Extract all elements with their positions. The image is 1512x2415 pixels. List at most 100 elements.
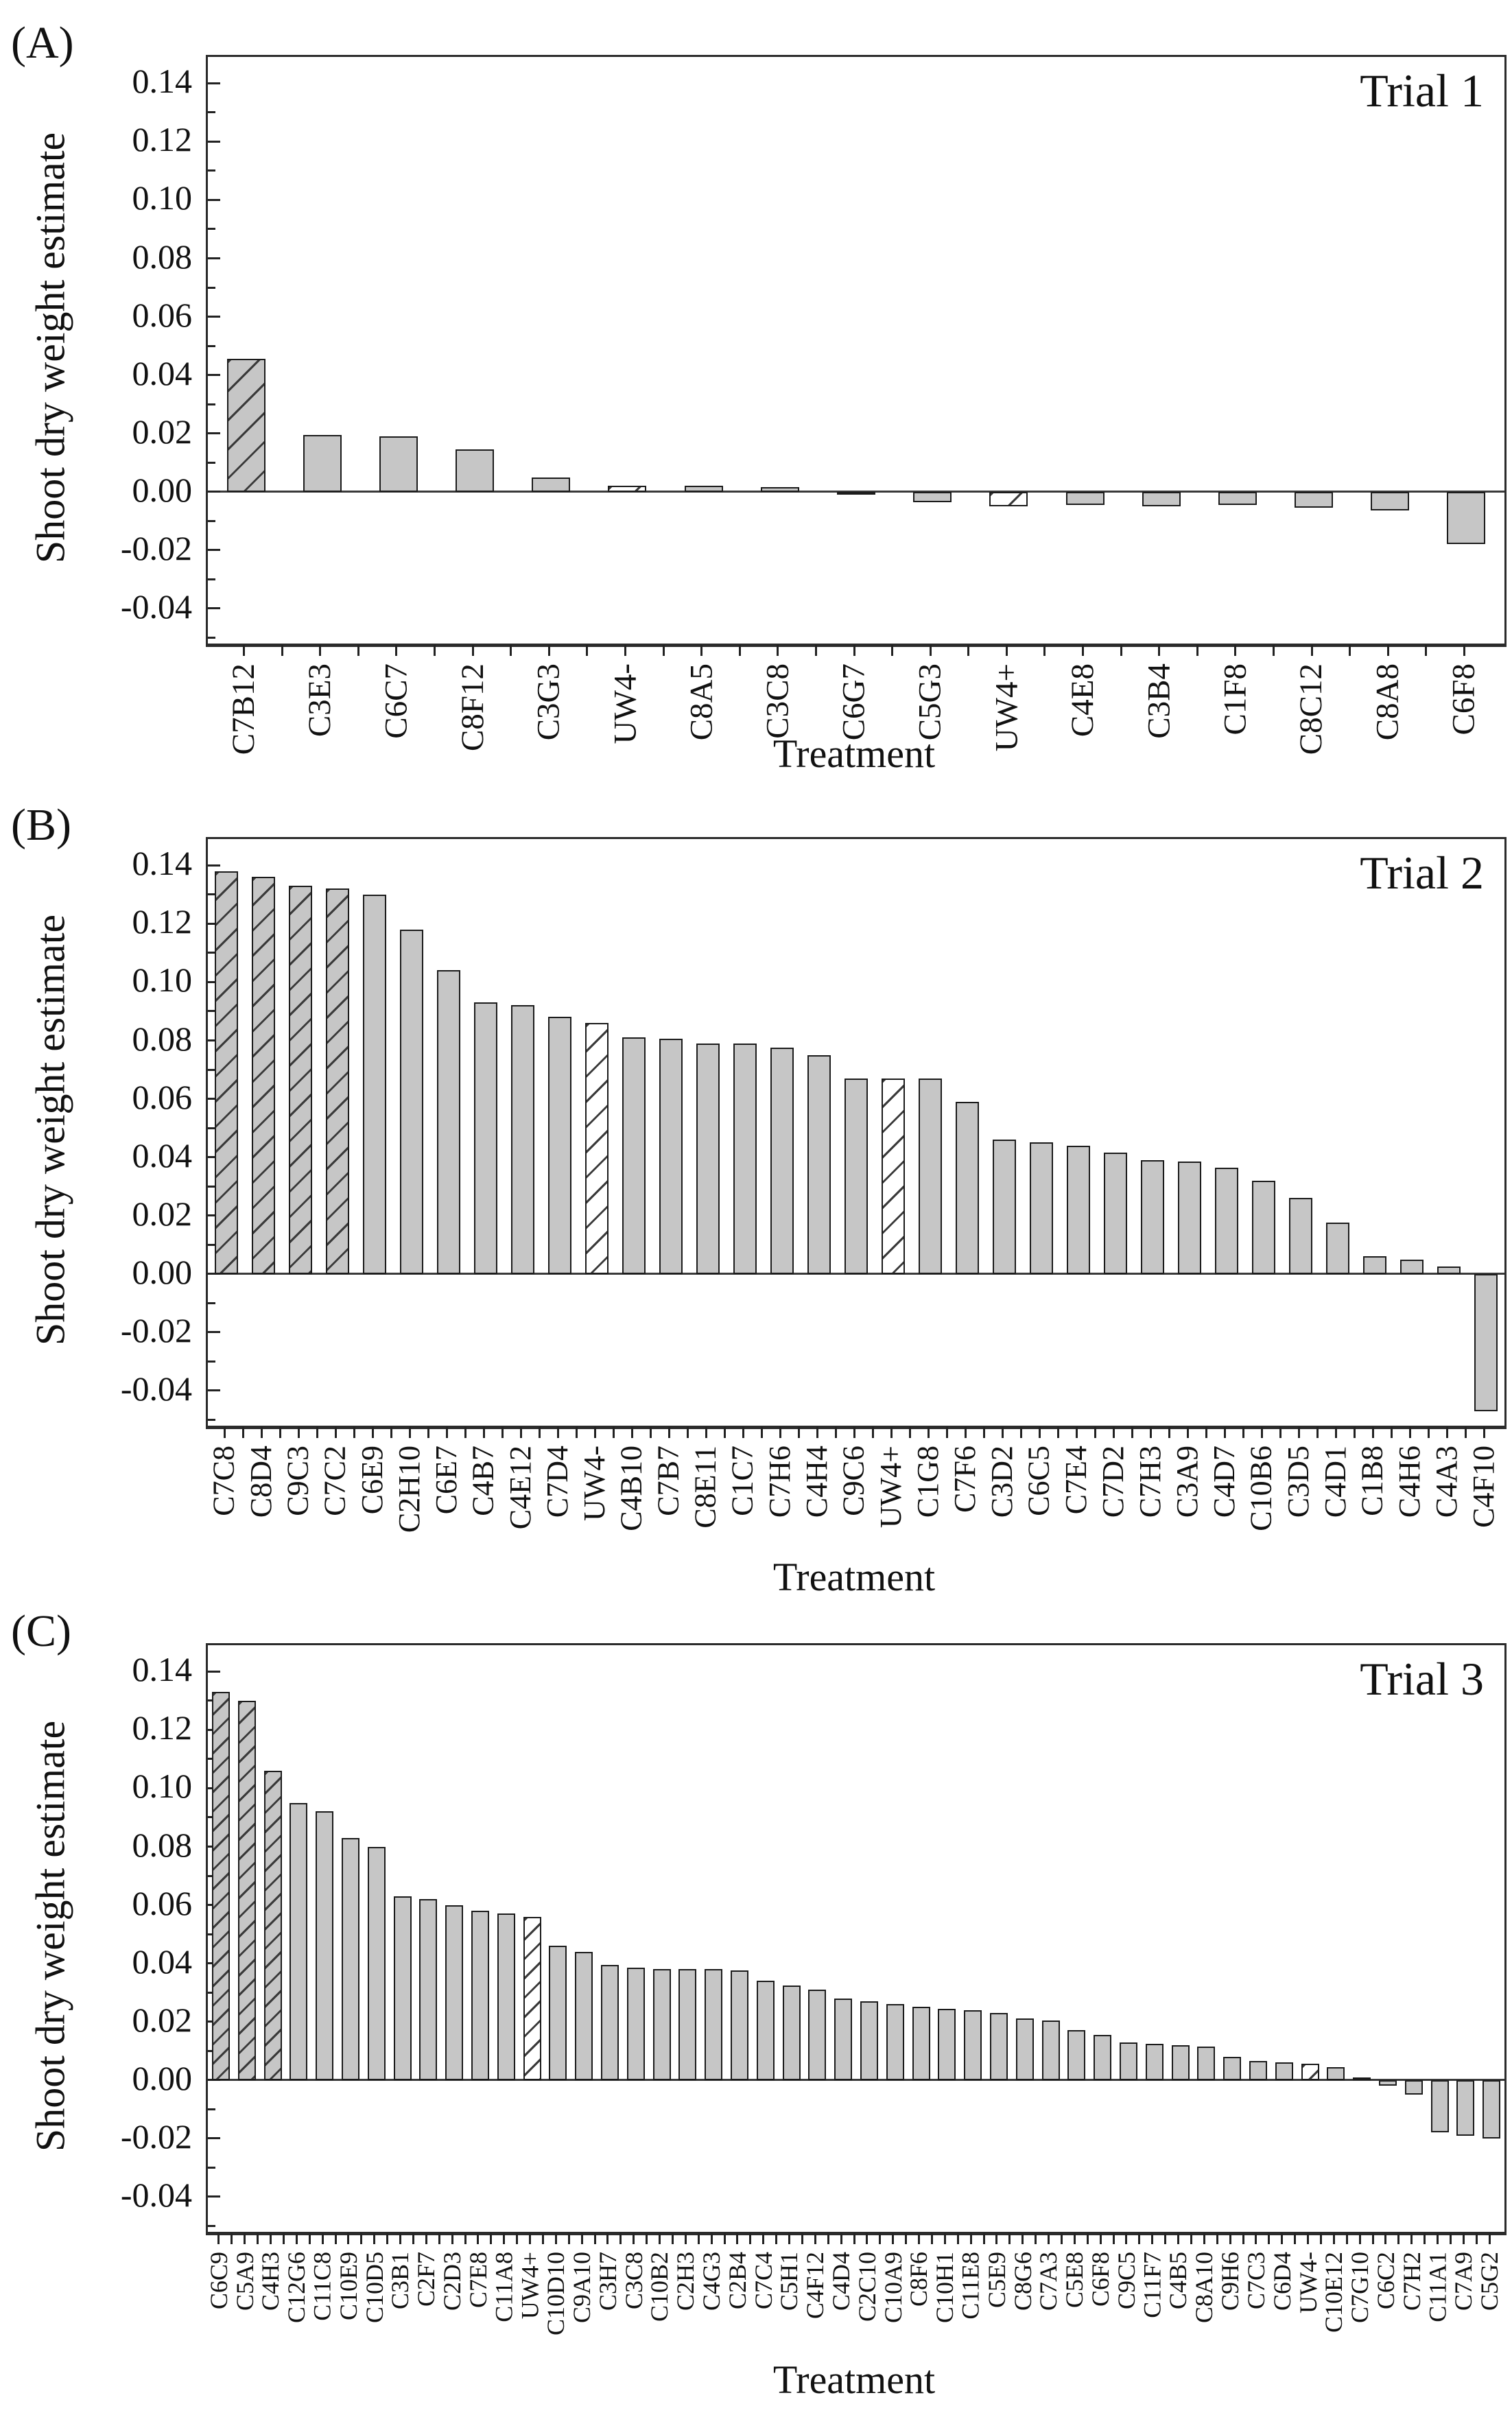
trial-title: Trial 2: [1360, 847, 1484, 899]
x-axis-minor-tick: [434, 645, 436, 656]
plot-area-trial-2: Trial 2: [206, 837, 1507, 1429]
y-axis-minor-tick: [208, 1068, 215, 1071]
bar: [1327, 2066, 1345, 2080]
x-tick-label: C10A9: [879, 2252, 907, 2324]
x-axis-tick: [1149, 1427, 1152, 1438]
bar: [696, 1043, 720, 1274]
y-tick-label: 0.06: [132, 295, 193, 334]
y-tick-label: -0.02: [120, 528, 192, 567]
bar: [1104, 1153, 1127, 1274]
x-tick-label: UW4+: [516, 2252, 544, 2320]
y-axis-major-tick: [208, 2079, 220, 2082]
x-axis-tick: [840, 2233, 842, 2244]
bar: [1447, 491, 1486, 545]
x-axis-tick: [529, 2233, 531, 2244]
y-axis-minor-tick: [208, 1010, 215, 1013]
x-axis-tick: [547, 645, 550, 656]
y-axis-major-tick: [208, 1214, 220, 1217]
bar: [341, 1837, 359, 2080]
x-axis-tick: [482, 1427, 485, 1438]
x-axis-tick: [929, 645, 932, 656]
x-axis-minor-tick: [257, 2233, 259, 2244]
bar: [363, 894, 386, 1274]
x-axis-tick: [243, 645, 246, 656]
y-axis-major-tick: [208, 316, 220, 318]
bar: [367, 1846, 386, 2080]
x-tick-label: C7G10: [1346, 2252, 1374, 2324]
y-axis-major-tick: [208, 864, 220, 867]
x-axis-minor-tick: [1390, 1427, 1393, 1438]
x-axis-tick: [260, 1427, 263, 1438]
y-axis-minor-tick: [208, 228, 215, 231]
x-axis-minor-tick: [353, 1427, 355, 1438]
y-tick-label: -0.02: [120, 1310, 192, 1350]
x-tick-label: C7E4: [1059, 1446, 1093, 1515]
x-tick-label: C7B12: [226, 663, 262, 755]
x-axis-minor-tick: [575, 1427, 578, 1438]
x-tick-label: C7F6: [948, 1446, 982, 1513]
x-axis-tick: [710, 2233, 713, 2244]
x-tick-label: C7A3: [1035, 2252, 1063, 2311]
x-axis-tick: [1125, 2233, 1128, 2244]
bar: [1289, 1198, 1312, 1274]
bar: [684, 486, 723, 492]
x-axis-tick: [445, 1427, 448, 1438]
bar: [419, 1899, 438, 2080]
y-axis-minor-tick: [208, 1933, 215, 1935]
x-tick-label: C3H7: [593, 2252, 622, 2311]
x-axis-minor-tick: [1345, 2233, 1348, 2244]
x-tick-label: C1C7: [726, 1446, 759, 1516]
x-axis-minor-tick: [982, 2233, 985, 2244]
x-tick-label: C9H6: [1216, 2252, 1244, 2311]
x-tick-label: C2B4: [723, 2252, 751, 2310]
y-axis-title: Shoot dry weight estimate: [27, 1720, 73, 2152]
y-axis-minor-tick: [208, 111, 215, 114]
bar: [215, 871, 238, 1274]
y-axis-minor-tick: [208, 893, 215, 896]
bar: [532, 477, 571, 492]
y-axis-minor-tick: [208, 2166, 215, 2169]
bar: [1171, 2045, 1190, 2080]
panel-trial-1: (A) Shoot dry weight estimate Trial 1 Tr…: [0, 17, 1512, 806]
y-axis-major-tick: [208, 2137, 220, 2140]
y-axis-major-tick: [208, 82, 220, 84]
x-axis-minor-tick: [671, 2233, 674, 2244]
bar: [1142, 491, 1181, 507]
x-axis-minor-tick: [1008, 2233, 1011, 2244]
bar: [1400, 1259, 1424, 1274]
y-tick-label: -0.04: [120, 1369, 192, 1408]
x-axis-tick: [927, 1427, 930, 1438]
x-axis-minor-tick: [1120, 645, 1122, 656]
x-axis-minor-tick: [1475, 2233, 1478, 2244]
bar: [1371, 491, 1410, 511]
bar: [989, 2012, 1008, 2080]
x-tick-label: C1F8: [1217, 663, 1253, 735]
x-tick-label: C9C6: [837, 1446, 871, 1516]
y-tick-label: 0.02: [132, 412, 193, 451]
bar: [964, 2010, 982, 2080]
x-tick-label: C6C5: [1022, 1446, 1056, 1516]
x-axis-minor-tick: [1353, 1427, 1356, 1438]
x-tick-label: C10E9: [334, 2252, 362, 2321]
zero-baseline: [208, 2079, 1504, 2082]
bar: [379, 436, 418, 492]
x-tick-label: C11A8: [490, 2252, 518, 2322]
bar: [1223, 2056, 1242, 2080]
x-axis-tick: [779, 1427, 781, 1438]
y-axis-minor-tick: [208, 1127, 215, 1129]
x-axis-minor-tick: [334, 2233, 337, 2244]
bar: [882, 1078, 905, 1274]
x-axis-tick: [777, 645, 779, 656]
x-axis-minor-tick: [749, 2233, 752, 2244]
bar: [989, 491, 1028, 507]
x-axis-tick: [593, 1427, 596, 1438]
bar: [760, 487, 799, 492]
x-axis-tick: [244, 2233, 246, 2244]
bar: [1094, 2034, 1112, 2080]
x-tick-label: C10D5: [360, 2252, 388, 2324]
x-axis-tick: [1488, 2233, 1491, 2244]
y-axis-major-tick: [208, 922, 220, 925]
bar: [652, 1969, 671, 2080]
x-tick-label: C7H2: [1397, 2252, 1426, 2311]
y-axis-major-tick: [208, 1670, 220, 1673]
